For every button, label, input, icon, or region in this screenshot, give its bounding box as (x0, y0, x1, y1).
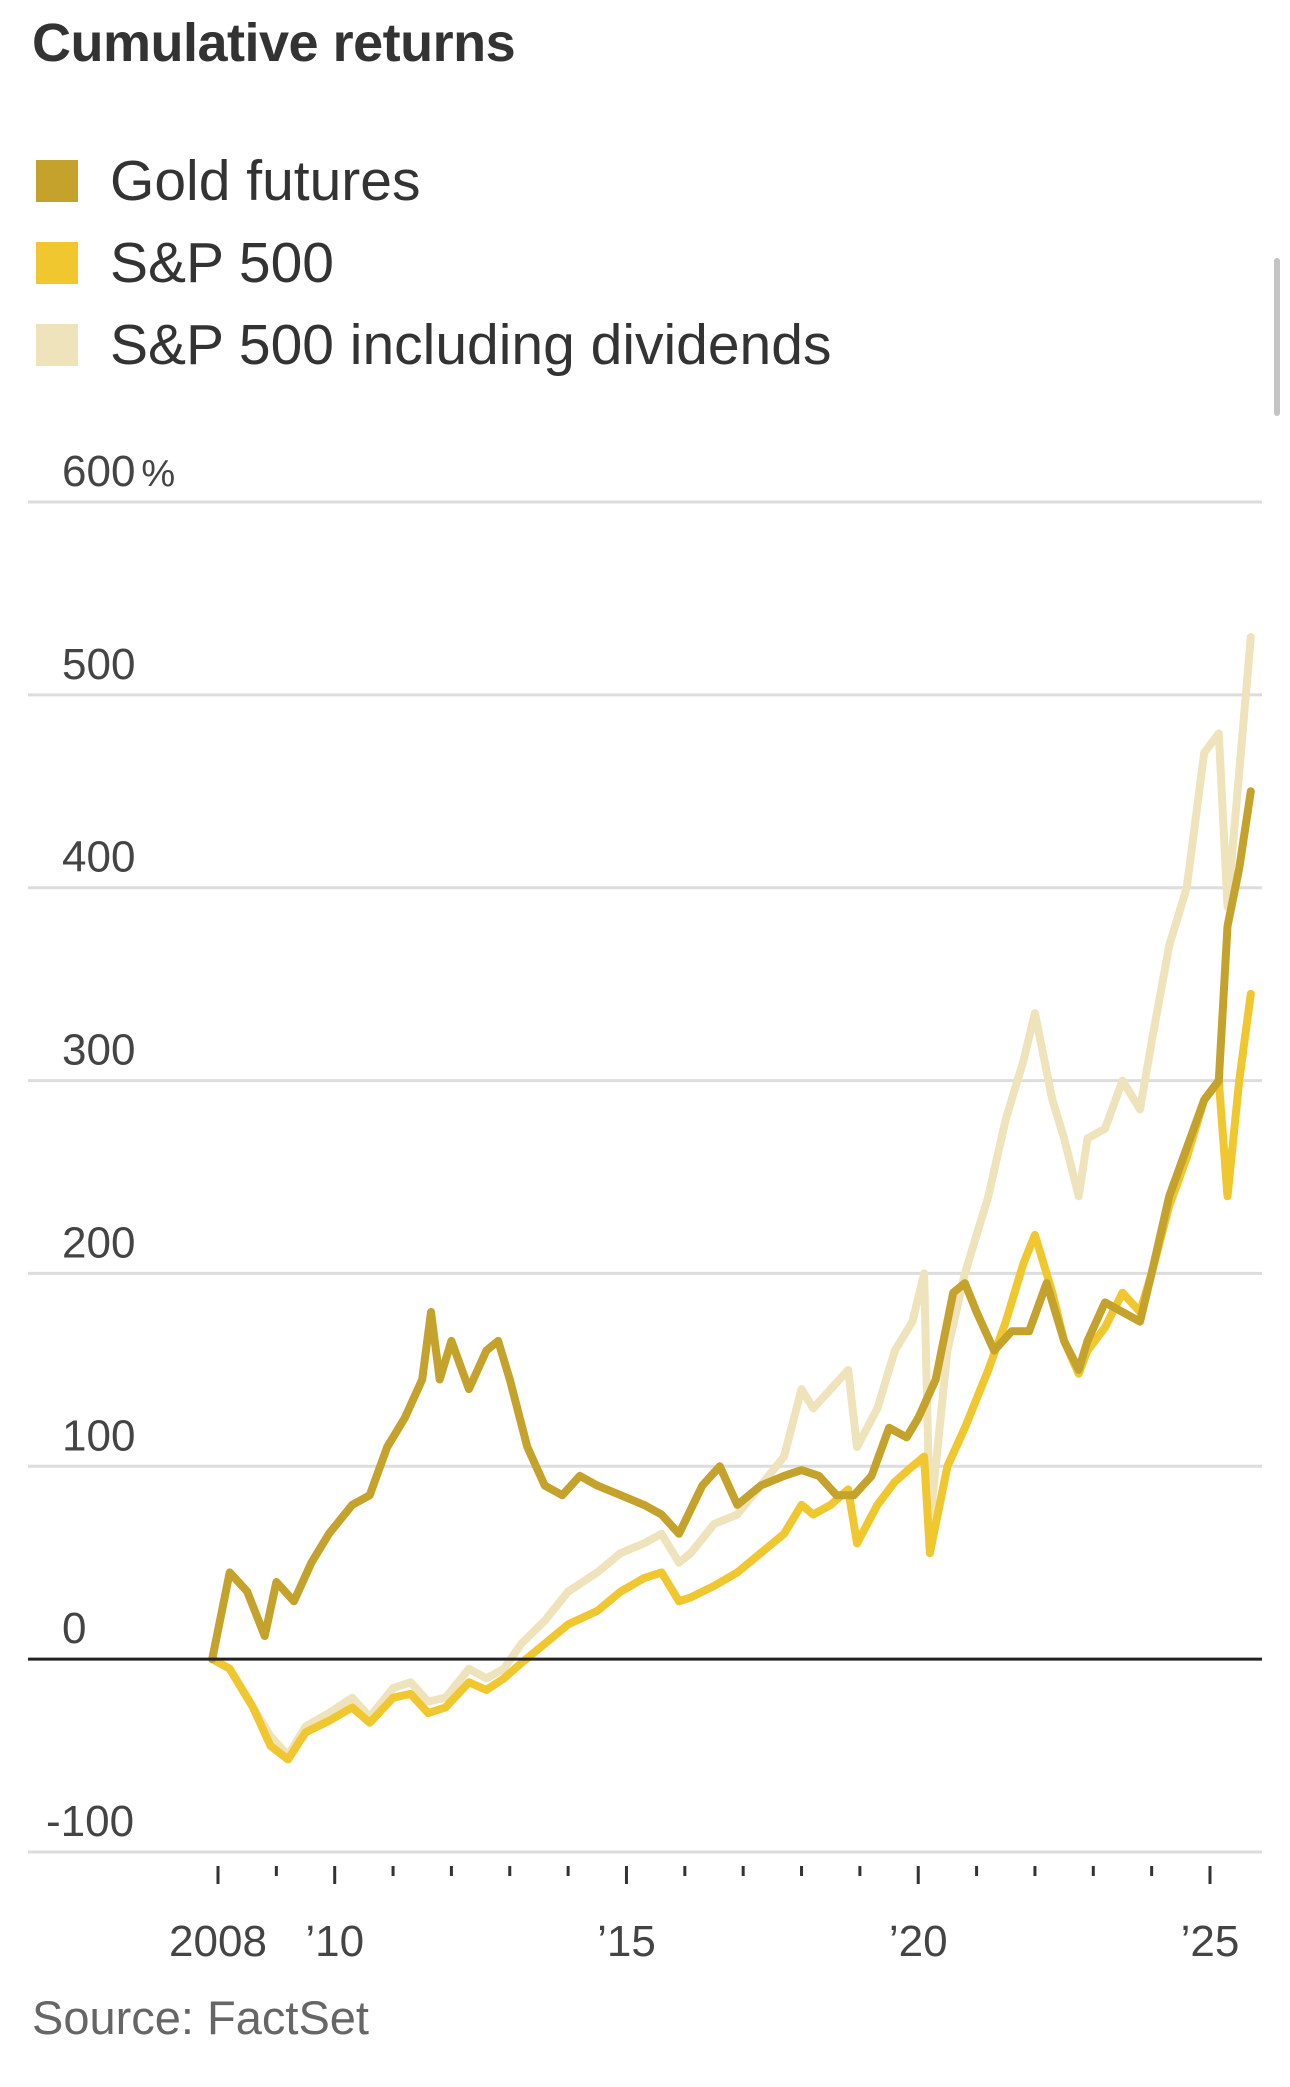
series-line-s-p-500-including-dividends (208, 633, 1255, 1760)
x-tick-label: ’15 (597, 1917, 656, 1966)
chart-title: Cumulative returns (32, 13, 516, 73)
y-tick-label: -100 (46, 1797, 134, 1846)
axes: 600 % 500 400 300 200 100 0 -100 2008 ’10 ’15 ’20 ’25 (28, 447, 1262, 1966)
y-unit-label: % (141, 453, 175, 495)
series-line-s-p-500 (208, 989, 1255, 1764)
legend: Gold futures S&P 500 S&P 500 including d… (36, 140, 831, 386)
x-tick-label: 2008 (169, 1917, 267, 1966)
legend-swatch-sp500-dividends (36, 324, 78, 366)
x-tick-label: ’10 (305, 1917, 364, 1966)
scrollbar[interactable] (1274, 258, 1280, 416)
legend-item-sp500-dividends: S&P 500 including dividends (36, 304, 831, 386)
legend-swatch-sp500 (36, 242, 78, 284)
y-tick-label: 100 (62, 1411, 135, 1460)
series-lines (208, 633, 1255, 1764)
legend-swatch-gold-futures (36, 160, 78, 202)
series-line-gold-futures (208, 787, 1255, 1664)
x-tick-label: ’20 (889, 1917, 948, 1966)
y-tick-label: 0 (62, 1604, 86, 1653)
source-note: Source: FactSet (32, 1991, 369, 2044)
y-tick-label: 500 (62, 640, 135, 689)
y-tick-label: 200 (62, 1218, 135, 1267)
legend-item-gold-futures: Gold futures (36, 140, 831, 222)
y-tick-label: 600% (62, 447, 175, 496)
y-tick-label: 300 (62, 1026, 135, 1075)
legend-label: S&P 500 including dividends (110, 313, 832, 377)
legend-label: S&P 500 (110, 231, 334, 295)
y-tick-label: 400 (62, 833, 135, 882)
x-tick-label: ’25 (1181, 1917, 1240, 1966)
gridlines (28, 500, 1262, 1854)
legend-label: Gold futures (110, 149, 421, 213)
legend-item-sp500: S&P 500 (36, 222, 831, 304)
